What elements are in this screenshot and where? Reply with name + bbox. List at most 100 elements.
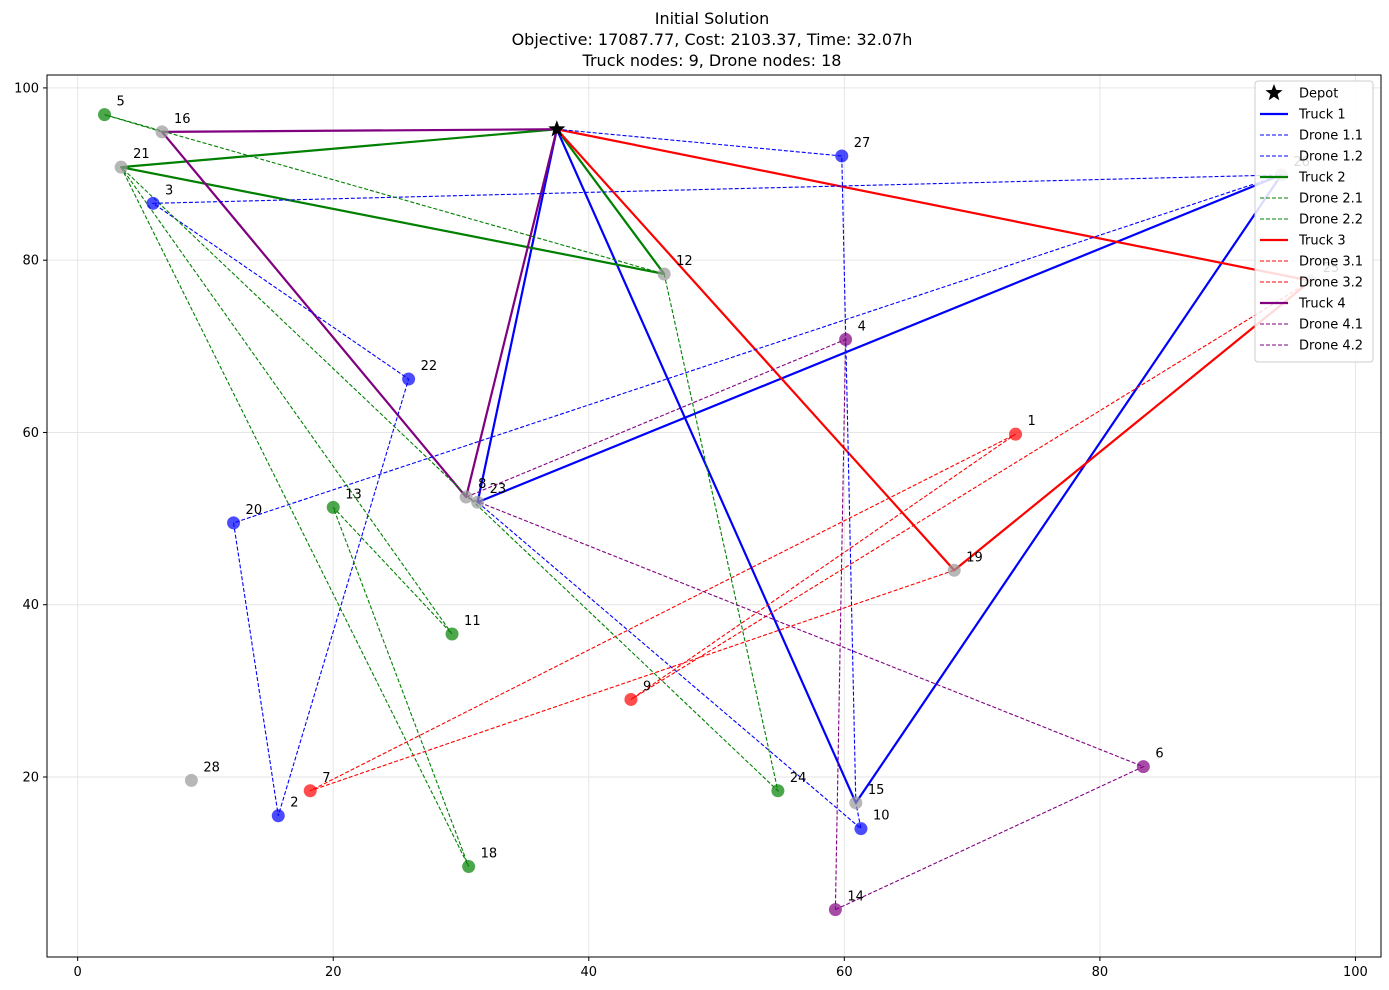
node-23-label: 23 <box>490 482 507 497</box>
x-tick-label: 0 <box>74 965 82 980</box>
legend-box <box>1254 80 1374 363</box>
x-tick-label: 100 <box>1343 965 1368 980</box>
node-2-marker <box>271 809 285 823</box>
depot-marker <box>548 120 566 137</box>
node-13-marker <box>326 500 340 514</box>
node-24-marker <box>771 784 785 798</box>
node-6-marker <box>1136 760 1150 774</box>
x-tick-label: 60 <box>836 965 853 980</box>
legend-label-drone-4-1: Drone 4.1 <box>1299 318 1363 333</box>
truck-route-truck-3 <box>556 128 1312 572</box>
node-15-label: 15 <box>868 783 885 798</box>
drone-route-drone-1-1 <box>151 174 1282 816</box>
legend-label-drone-4-2: Drone 4.2 <box>1299 339 1363 354</box>
y-tick-label: 80 <box>22 254 39 269</box>
axis-ticks: 0 20 40 60 80 100 20 40 60 80 100 <box>14 81 1368 980</box>
node-16-marker <box>155 125 169 139</box>
plot-frame <box>46 74 1382 958</box>
drone-route-drone-4-2 <box>465 496 1145 911</box>
node-24-label: 24 <box>790 771 807 786</box>
node-3-marker <box>146 196 160 210</box>
drone-route-drone-3-1 <box>309 280 1312 792</box>
legend-label-truck-4: Truck 4 <box>1298 297 1346 312</box>
node-21-marker <box>114 160 128 174</box>
node-12-marker <box>657 267 671 281</box>
node-9-marker <box>624 692 638 706</box>
node-28-label: 28 <box>203 760 220 775</box>
node-11-label: 11 <box>464 614 481 629</box>
node-8-marker <box>459 490 473 504</box>
drone-routes <box>104 114 1312 911</box>
legend-label-drone-1-2: Drone 1.2 <box>1299 150 1363 165</box>
y-tick-label: 60 <box>22 426 39 441</box>
node-28-marker <box>184 773 198 787</box>
legend-label-depot: Depot <box>1299 87 1338 102</box>
node-5-label: 5 <box>117 95 125 110</box>
node-8-label: 8 <box>478 477 486 492</box>
truck-routes <box>120 128 1312 804</box>
legend-label-truck-2: Truck 2 <box>1298 171 1346 186</box>
node-18-label: 18 <box>481 847 498 862</box>
node-3-label: 3 <box>165 183 173 198</box>
legend-depot-star-icon <box>1265 84 1283 101</box>
truck-route-truck-1 <box>476 128 1283 804</box>
node-14-marker <box>828 903 842 917</box>
node-4-label: 4 <box>858 319 866 334</box>
node-1-label: 1 <box>1028 414 1036 429</box>
node-7-label: 7 <box>322 771 330 786</box>
node-20-label: 20 <box>246 503 263 518</box>
depot-star-icon <box>548 120 566 137</box>
x-tick-label: 80 <box>1092 965 1109 980</box>
node-20-marker <box>227 516 241 530</box>
node-27-marker <box>835 149 849 163</box>
node-10-marker <box>854 822 868 836</box>
node-19-label: 19 <box>966 550 983 565</box>
title-line-3: Truck nodes: 9, Drone nodes: 18 <box>582 51 842 70</box>
node-11-marker <box>445 627 459 641</box>
node-6-label: 6 <box>1155 747 1163 762</box>
node-7-marker <box>303 784 317 798</box>
node-21-label: 21 <box>133 147 150 162</box>
node-2-label: 2 <box>290 796 298 811</box>
legend-label-truck-3: Truck 3 <box>1298 234 1346 249</box>
node-1-marker <box>1009 427 1023 441</box>
legend-label-drone-2-2: Drone 2.2 <box>1299 213 1363 228</box>
node-27-label: 27 <box>854 136 871 151</box>
x-tick-label: 20 <box>325 965 342 980</box>
y-tick-label: 20 <box>22 770 39 785</box>
title-line-1: Initial Solution <box>655 9 770 28</box>
chart-title: Initial Solution Objective: 17087.77, Co… <box>512 9 913 70</box>
node-4-marker <box>839 332 853 346</box>
node-18-marker <box>462 860 476 874</box>
legend-label-drone-1-1: Drone 1.1 <box>1299 129 1363 144</box>
legend-label-drone-2-1: Drone 2.1 <box>1299 192 1363 207</box>
x-tick-label: 40 <box>581 965 598 980</box>
drone-route-drone-2-2 <box>104 114 665 275</box>
legend-label-drone-3-2: Drone 3.2 <box>1299 276 1363 291</box>
node-10-label: 10 <box>873 809 890 824</box>
node-15-marker <box>849 796 863 810</box>
title-line-2: Objective: 17087.77, Cost: 2103.37, Time… <box>512 30 913 49</box>
legend: Depot Truck 1 Drone 1.1 Drone 1.2 Truck 2 Dro… <box>1254 80 1374 363</box>
node-14-label: 14 <box>847 890 864 905</box>
truck-route-truck-4 <box>160 128 558 499</box>
node-22-marker <box>402 372 416 386</box>
node-19-marker <box>947 563 961 577</box>
drone-route-drone-2-1 <box>120 166 470 867</box>
legend-label-drone-3-1: Drone 3.1 <box>1299 255 1363 270</box>
drone-route-drone-1-1 <box>556 128 857 803</box>
node-13-label: 13 <box>345 487 362 502</box>
node-5-marker <box>98 108 111 122</box>
node-12-label: 12 <box>676 254 693 269</box>
node-23-marker <box>471 495 485 509</box>
legend-label-truck-1: Truck 1 <box>1298 108 1346 123</box>
node-16-label: 16 <box>174 112 191 127</box>
drone-route-drone-4-1 <box>465 338 847 910</box>
y-tick-label: 40 <box>22 598 39 613</box>
y-tick-label: 100 <box>14 81 39 96</box>
node-9-label: 9 <box>643 679 651 694</box>
customer-nodes <box>98 108 1318 917</box>
truck-route-truck-2 <box>120 128 666 276</box>
node-22-label: 22 <box>421 359 438 374</box>
